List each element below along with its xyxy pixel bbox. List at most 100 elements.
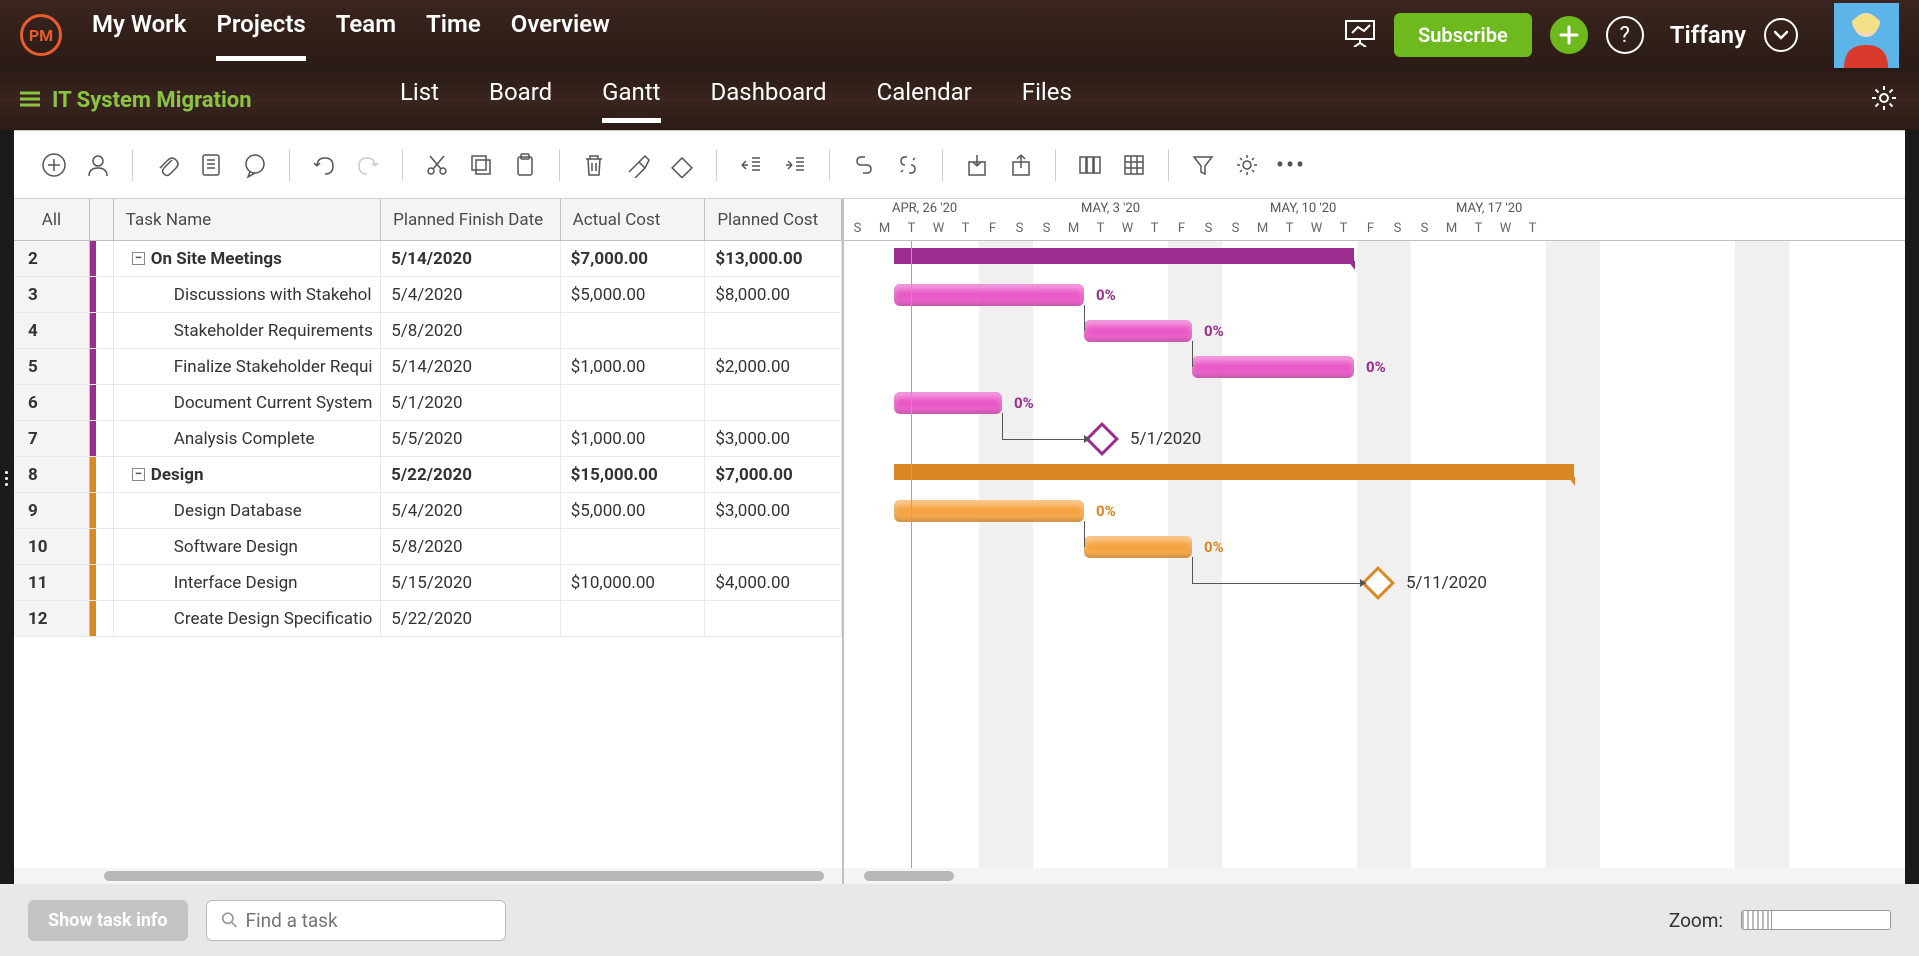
gantt-milestone[interactable]: [1361, 566, 1395, 600]
cell-name[interactable]: Discussions with Stakehol: [114, 277, 381, 312]
table-row[interactable]: 4Stakeholder Requirements5/8/2020: [14, 313, 842, 349]
gantt-row[interactable]: 0%: [844, 529, 1905, 565]
gantt-row[interactable]: 0%: [844, 277, 1905, 313]
cell-finish[interactable]: 5/14/2020: [381, 241, 561, 276]
cell-actual[interactable]: [561, 529, 706, 564]
cell-planned[interactable]: [705, 313, 842, 348]
gantt-hscroll[interactable]: [844, 868, 1905, 884]
gantt-task-bar[interactable]: 0%: [894, 500, 1084, 522]
cell-name[interactable]: Analysis Complete: [114, 421, 381, 456]
link-icon[interactable]: [844, 145, 884, 185]
show-task-info-button[interactable]: Show task info: [28, 900, 188, 941]
cell-name[interactable]: Finalize Stakeholder Requi: [114, 349, 381, 384]
export-icon[interactable]: [1001, 145, 1041, 185]
project-name[interactable]: IT System Migration: [52, 88, 252, 113]
gantt-row[interactable]: 0%: [844, 493, 1905, 529]
cell-actual[interactable]: $5,000.00: [561, 277, 706, 312]
filter-icon[interactable]: [1183, 145, 1223, 185]
gantt-milestone[interactable]: [1085, 422, 1119, 456]
nav-item-my-work[interactable]: My Work: [92, 10, 186, 61]
col-header-all[interactable]: All: [14, 199, 90, 240]
undo-icon[interactable]: [304, 145, 344, 185]
table-row[interactable]: 11Interface Design5/15/2020$10,000.00$4,…: [14, 565, 842, 601]
grid-icon[interactable]: [1114, 145, 1154, 185]
cell-finish[interactable]: 5/22/2020: [381, 601, 561, 636]
nav-item-projects[interactable]: Projects: [216, 10, 305, 61]
cell-planned[interactable]: $2,000.00: [705, 349, 842, 384]
add-button[interactable]: [1550, 16, 1588, 54]
table-row[interactable]: 9Design Database5/4/2020$5,000.00$3,000.…: [14, 493, 842, 529]
cell-name[interactable]: Stakeholder Requirements: [114, 313, 381, 348]
notes-icon[interactable]: [191, 145, 231, 185]
view-tab-list[interactable]: List: [400, 78, 439, 123]
cell-name[interactable]: Create Design Specificatio: [114, 601, 381, 636]
table-row[interactable]: 8−Design5/22/2020$15,000.00$7,000.00: [14, 457, 842, 493]
side-handle[interactable]: [0, 453, 12, 503]
cell-finish[interactable]: 5/1/2020: [381, 385, 561, 420]
cell-actual[interactable]: [561, 313, 706, 348]
copy-icon[interactable]: [461, 145, 501, 185]
import-icon[interactable]: [957, 145, 997, 185]
cell-finish[interactable]: 5/8/2020: [381, 529, 561, 564]
col-header-planned[interactable]: Planned Cost: [705, 199, 842, 240]
table-row[interactable]: 5Finalize Stakeholder Requi5/14/2020$1,0…: [14, 349, 842, 385]
col-header-finish[interactable]: Planned Finish Date: [381, 199, 561, 240]
view-tab-dashboard[interactable]: Dashboard: [711, 78, 827, 123]
clear-icon[interactable]: [618, 145, 658, 185]
cell-finish[interactable]: 5/4/2020: [381, 277, 561, 312]
gantt-row[interactable]: [844, 601, 1905, 637]
help-button[interactable]: ?: [1606, 16, 1644, 54]
cell-actual[interactable]: $7,000.00: [561, 241, 706, 276]
gantt-task-bar[interactable]: 0%: [1084, 536, 1192, 558]
view-tab-gantt[interactable]: Gantt: [602, 78, 660, 123]
gantt-task-bar[interactable]: 0%: [1192, 356, 1354, 378]
cell-planned[interactable]: [705, 529, 842, 564]
gantt-summary-bar[interactable]: [894, 464, 1574, 480]
subscribe-button[interactable]: Subscribe: [1394, 13, 1532, 57]
col-header-name[interactable]: Task Name: [114, 199, 381, 240]
milestone-icon[interactable]: [662, 145, 702, 185]
gantt-body[interactable]: 0%0%0%0%5/1/20200%0%5/11/2020: [844, 241, 1905, 868]
cell-planned[interactable]: [705, 601, 842, 636]
outdent-icon[interactable]: [731, 145, 771, 185]
collapse-icon[interactable]: −: [132, 252, 145, 265]
add-task-icon[interactable]: [34, 145, 74, 185]
col-header-actual[interactable]: Actual Cost: [561, 199, 706, 240]
avatar[interactable]: [1834, 3, 1899, 68]
zoom-slider[interactable]: [1741, 910, 1891, 930]
cell-name[interactable]: −Design: [114, 457, 381, 492]
cell-actual[interactable]: $15,000.00: [561, 457, 706, 492]
table-row[interactable]: 12Create Design Specificatio5/22/2020: [14, 601, 842, 637]
cell-planned[interactable]: $3,000.00: [705, 493, 842, 528]
find-task-input-wrap[interactable]: [206, 900, 506, 941]
redo-icon[interactable]: [348, 145, 388, 185]
gantt-task-bar[interactable]: 0%: [1084, 320, 1192, 342]
cell-finish[interactable]: 5/22/2020: [381, 457, 561, 492]
cell-planned[interactable]: $4,000.00: [705, 565, 842, 600]
cell-actual[interactable]: $1,000.00: [561, 349, 706, 384]
user-menu-chevron[interactable]: [1764, 18, 1798, 52]
cell-planned[interactable]: $8,000.00: [705, 277, 842, 312]
nav-item-overview[interactable]: Overview: [511, 10, 610, 61]
table-row[interactable]: 6Document Current System5/1/2020: [14, 385, 842, 421]
view-tab-files[interactable]: Files: [1022, 78, 1072, 123]
cell-actual[interactable]: [561, 385, 706, 420]
cell-name[interactable]: −On Site Meetings: [114, 241, 381, 276]
indent-icon[interactable]: [775, 145, 815, 185]
cell-finish[interactable]: 5/15/2020: [381, 565, 561, 600]
cell-finish[interactable]: 5/4/2020: [381, 493, 561, 528]
gantt-row[interactable]: 0%: [844, 385, 1905, 421]
cell-planned[interactable]: $7,000.00: [705, 457, 842, 492]
view-tab-calendar[interactable]: Calendar: [877, 78, 972, 123]
cell-actual[interactable]: $1,000.00: [561, 421, 706, 456]
collapse-icon[interactable]: −: [132, 468, 145, 481]
gantt-row[interactable]: [844, 457, 1905, 493]
delete-icon[interactable]: [574, 145, 614, 185]
cell-planned[interactable]: $13,000.00: [705, 241, 842, 276]
find-task-input[interactable]: [246, 909, 491, 932]
cell-actual[interactable]: [561, 601, 706, 636]
table-row[interactable]: 2−On Site Meetings5/14/2020$7,000.00$13,…: [14, 241, 842, 277]
comment-icon[interactable]: [235, 145, 275, 185]
cell-actual[interactable]: $5,000.00: [561, 493, 706, 528]
presentation-icon[interactable]: [1344, 19, 1376, 51]
